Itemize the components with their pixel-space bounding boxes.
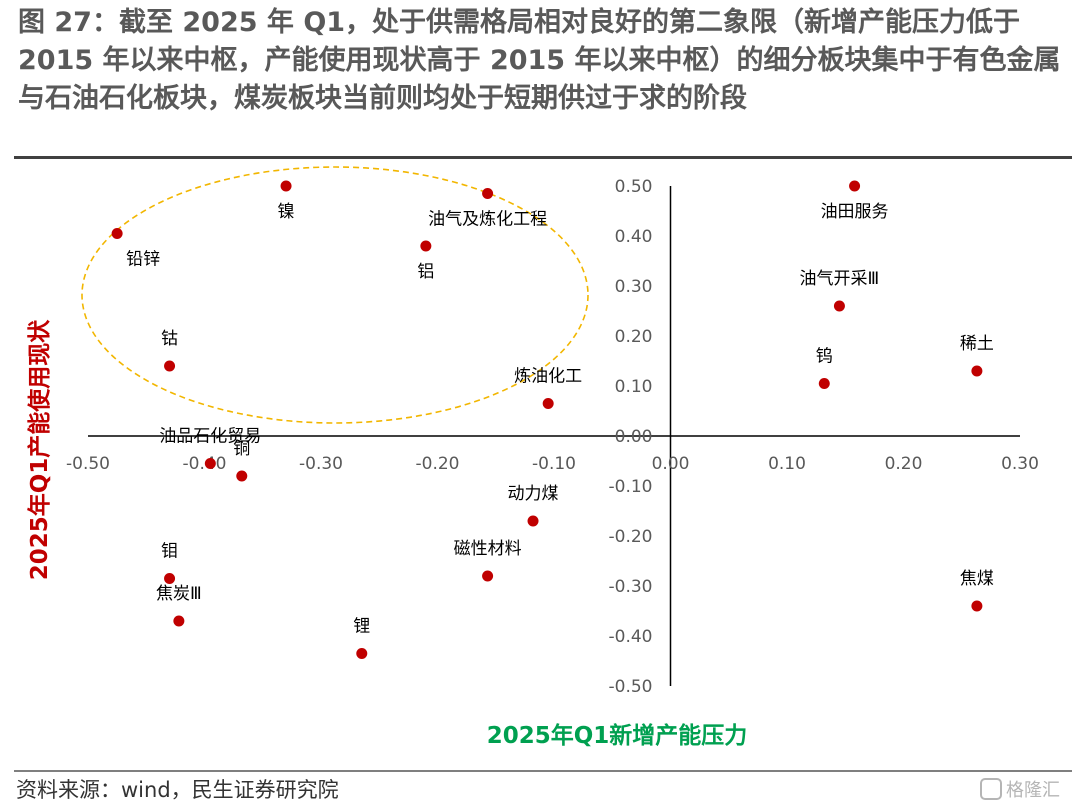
footer-divider bbox=[14, 770, 1072, 772]
data-point bbox=[971, 600, 983, 612]
data-point bbox=[420, 240, 432, 252]
data-point bbox=[280, 180, 292, 192]
data-point-label: 油田服务 bbox=[821, 202, 889, 222]
watermark-text: 格隆汇 bbox=[1006, 780, 1060, 801]
y-tick-label: 0.30 bbox=[615, 277, 653, 297]
data-point-label: 钼 bbox=[161, 542, 178, 562]
data-point bbox=[356, 648, 368, 659]
data-point-label: 锂 bbox=[353, 617, 370, 637]
data-point bbox=[849, 180, 861, 192]
data-point-label: 动力煤 bbox=[508, 484, 559, 504]
data-point bbox=[236, 470, 248, 482]
y-tick-label: 0.20 bbox=[615, 327, 653, 347]
y-tick-label: 0.10 bbox=[615, 377, 653, 397]
data-point-label: 稀土 bbox=[960, 334, 994, 354]
data-point bbox=[204, 458, 216, 469]
y-tick-label: -0.30 bbox=[609, 577, 653, 597]
source-note: 资料来源：wind，民生证券研究院 bbox=[16, 778, 339, 802]
y-tick-label: -0.50 bbox=[609, 677, 653, 697]
x-tick-label: -0.10 bbox=[532, 454, 576, 474]
data-point-label: 油气及炼化工程 bbox=[428, 210, 547, 230]
data-point-label: 铅锌 bbox=[126, 250, 160, 270]
data-point bbox=[818, 378, 830, 389]
figure-title: 图 27：截至 2025 年 Q1，处于供需格局相对良好的第二象限（新增产能压力… bbox=[18, 7, 1061, 114]
y-tick-label: -0.40 bbox=[609, 627, 653, 647]
data-point-label: 油气开采Ⅲ bbox=[800, 269, 880, 289]
data-point bbox=[527, 515, 539, 527]
x-tick-label: 0.10 bbox=[768, 454, 806, 474]
data-point-label: 焦炭Ⅲ bbox=[156, 584, 202, 604]
data-point-label: 镍 bbox=[278, 202, 295, 222]
y-axis-title: 2025年Q1产能使用现状 bbox=[26, 319, 53, 581]
watermark: 格隆汇 bbox=[980, 776, 1060, 802]
data-point bbox=[164, 573, 176, 584]
x-tick-label: -0.50 bbox=[66, 454, 110, 474]
x-tick-label: 0.20 bbox=[885, 454, 923, 474]
data-point-label: 油品石化贸易 bbox=[159, 427, 261, 447]
data-point bbox=[164, 360, 176, 372]
data-point bbox=[482, 570, 494, 582]
data-point bbox=[833, 300, 845, 312]
data-point-label: 炼油化工 bbox=[514, 367, 582, 387]
y-tick-label: 0.40 bbox=[615, 227, 653, 247]
data-point-label: 钨 bbox=[816, 347, 833, 367]
data-point-label: 磁性材料 bbox=[454, 539, 522, 559]
x-tick-label: 0.00 bbox=[652, 454, 690, 474]
y-tick-label: -0.20 bbox=[609, 527, 653, 547]
data-point bbox=[111, 228, 123, 239]
x-tick-label: 0.30 bbox=[1001, 454, 1039, 474]
data-point-label: 铜 bbox=[233, 439, 250, 459]
data-point-label: 焦煤 bbox=[960, 569, 994, 589]
watermark-logo-icon bbox=[980, 778, 1002, 800]
y-tick-label: 0.00 bbox=[615, 427, 653, 447]
data-point bbox=[482, 188, 494, 199]
data-point-label: 钴 bbox=[161, 329, 178, 349]
y-tick-label: -0.10 bbox=[609, 477, 653, 497]
data-point bbox=[971, 365, 983, 377]
highlight-ellipse bbox=[81, 166, 589, 424]
data-point bbox=[542, 398, 554, 409]
x-tick-label: -0.40 bbox=[183, 454, 227, 474]
x-tick-label: -0.20 bbox=[416, 454, 460, 474]
title-divider bbox=[14, 156, 1072, 159]
data-point-label: 铝 bbox=[417, 262, 434, 282]
y-tick-label: 0.50 bbox=[615, 177, 653, 197]
x-axis-title: 2025年Q1新增产能压力 bbox=[487, 722, 748, 749]
scatter-chart: -0.50 -0.40 -0.30 -0.20 -0.10 0.00 0.10 0.20 0.3… bbox=[26, 166, 1039, 749]
data-point bbox=[173, 615, 185, 627]
x-tick-label: -0.30 bbox=[299, 454, 343, 474]
